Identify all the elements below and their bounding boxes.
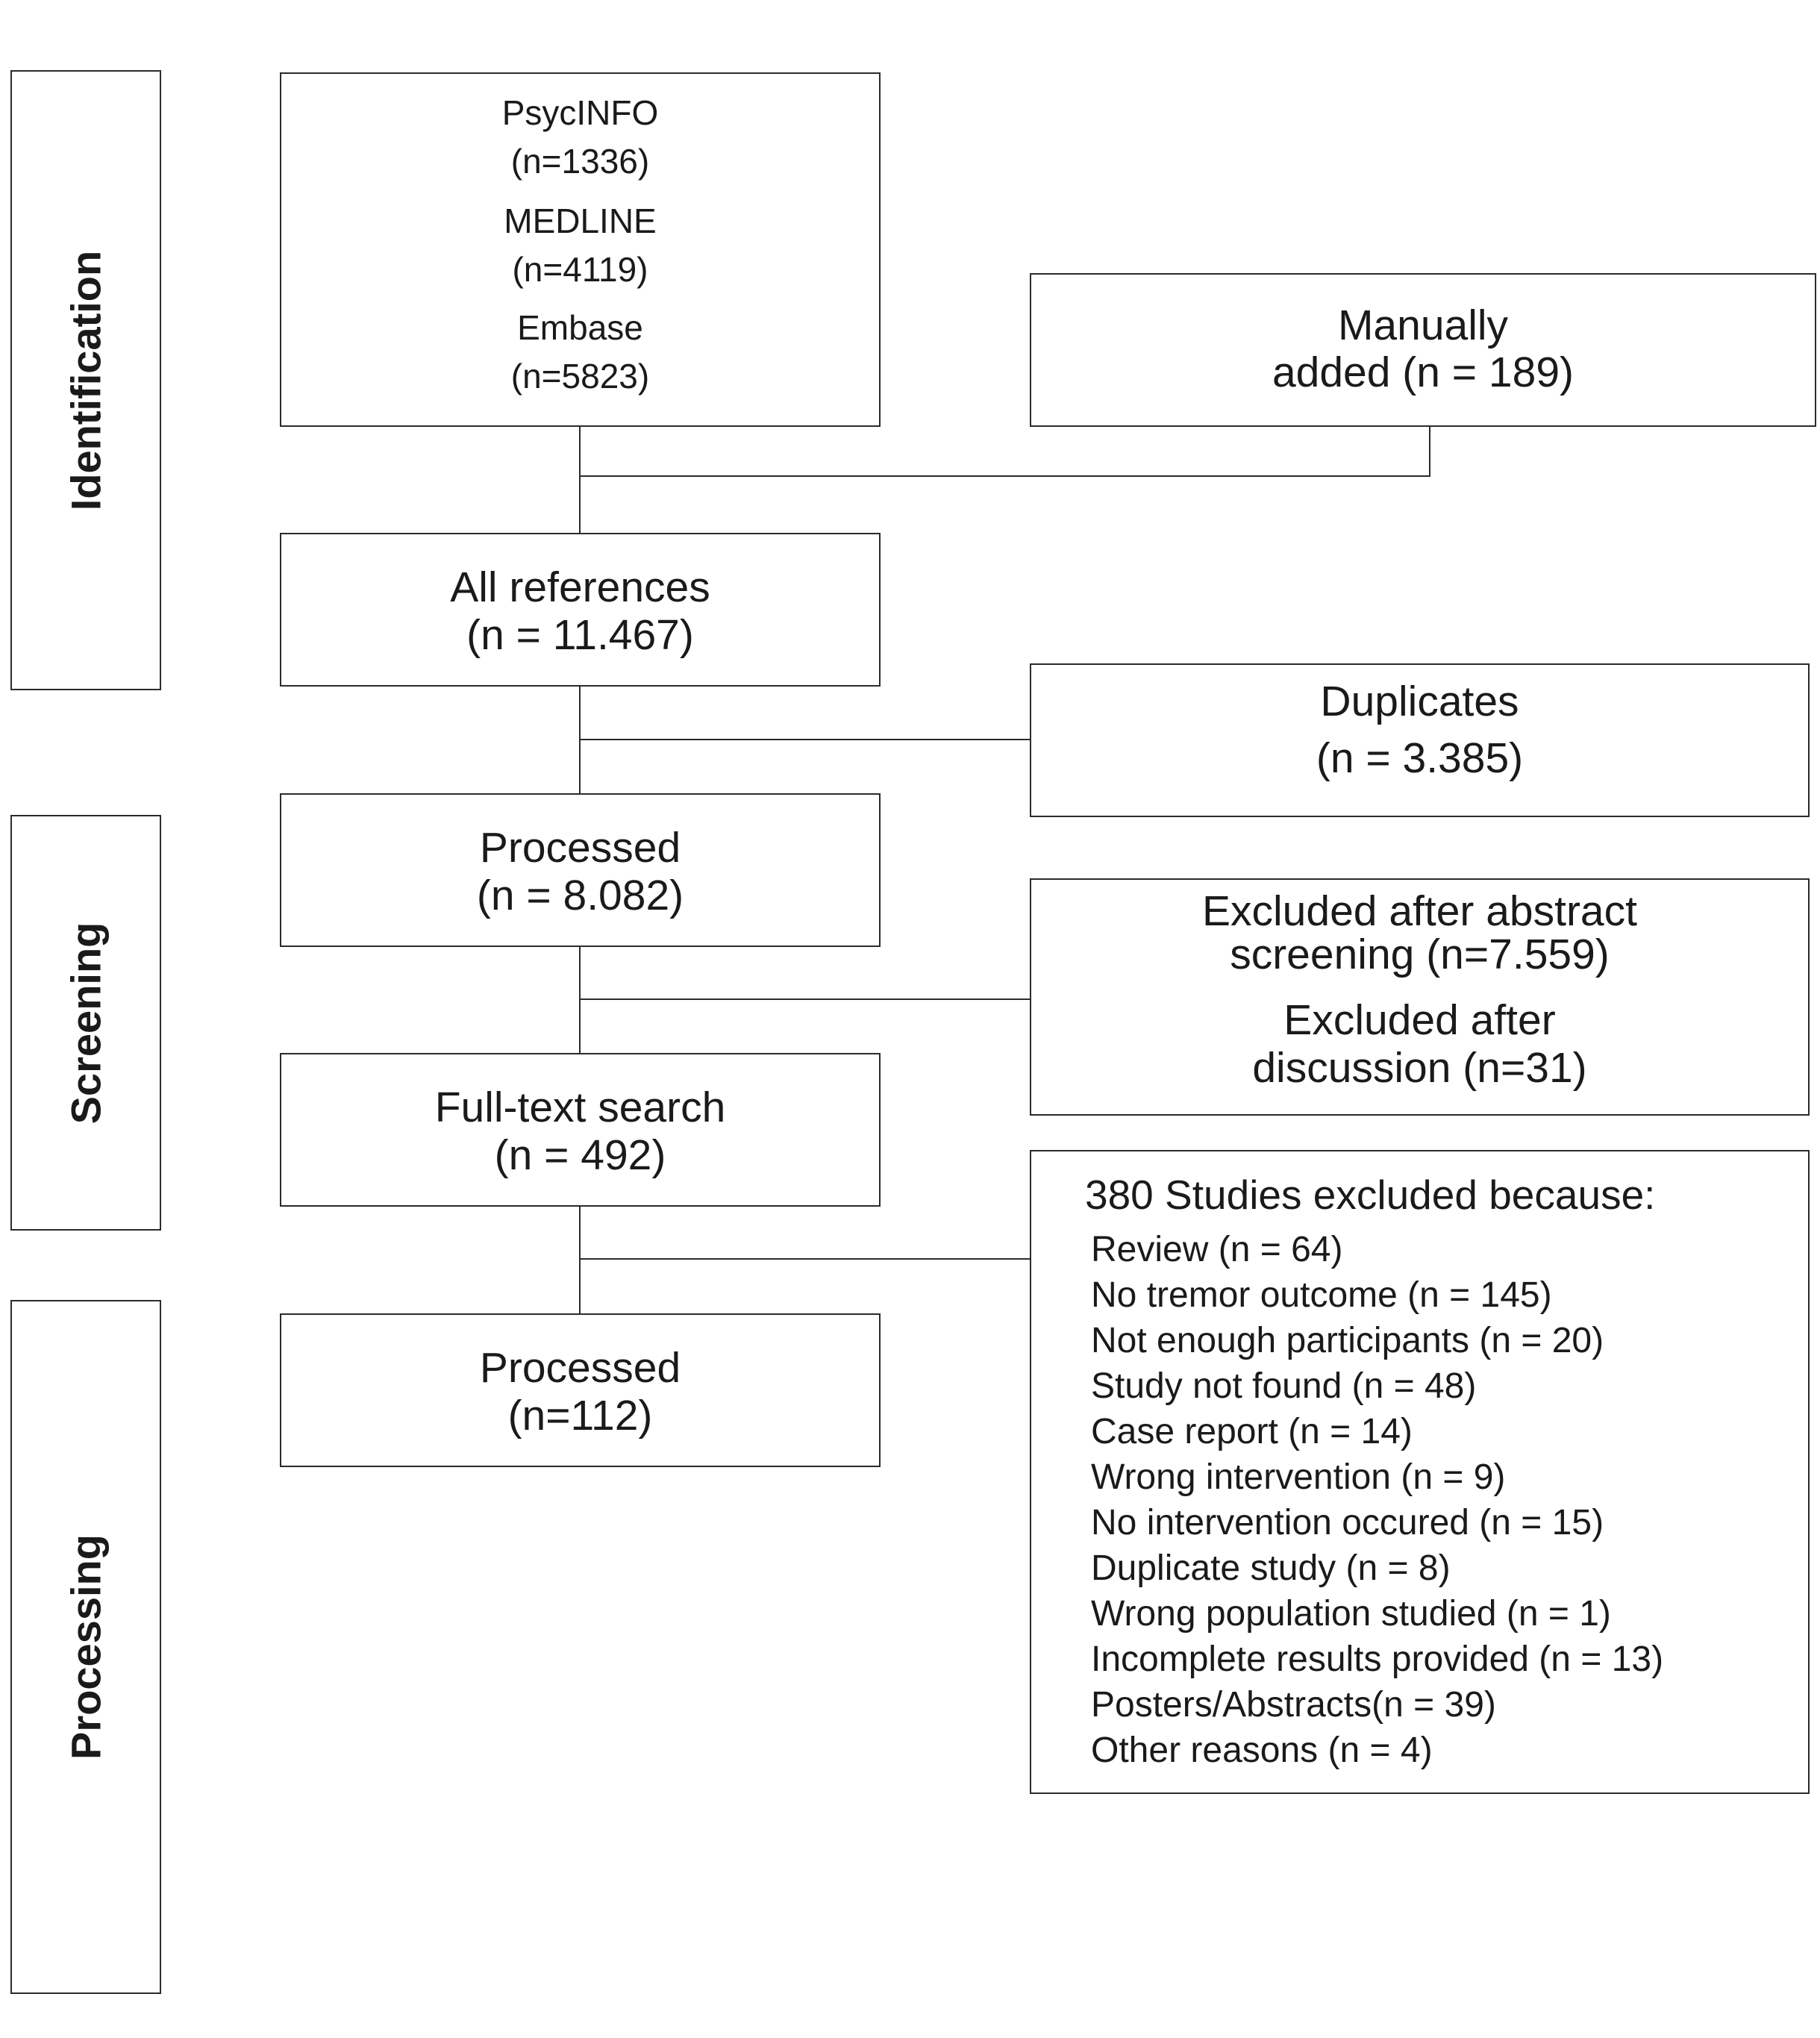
phase-identification-label: Identification	[62, 250, 110, 510]
phase-processing: Processing	[10, 1300, 161, 1994]
list-item: Wrong intervention (n = 9)	[1091, 1457, 1506, 1497]
full-text-search-title: Full-text search	[434, 1084, 726, 1131]
processed-final-title: Processed	[479, 1344, 681, 1392]
duplicates-title: Duplicates	[1320, 678, 1519, 725]
processed-final-count: (n=112)	[507, 1392, 653, 1440]
list-item: No intervention occured (n = 15)	[1091, 1503, 1604, 1542]
connector-excluded-studies	[579, 1258, 1031, 1260]
list-item: Duplicate study (n = 8)	[1091, 1548, 1451, 1588]
excluded-studies-heading: 380 Studies excluded because:	[1085, 1172, 1656, 1218]
excluded-abstract-line2: screening (n=7.559)	[1230, 931, 1610, 978]
connector-excluded-screening	[579, 998, 1031, 1000]
duplicates-box: Duplicates (n = 3.385)	[1030, 663, 1810, 817]
source-embase-name: Embase	[517, 308, 643, 347]
excluded-abstract-line1: Excluded after abstract	[1202, 887, 1637, 935]
processed-title: Processed	[479, 824, 681, 872]
sources-box: PsycINFO (n=1336) MEDLINE (n=4119) Embas…	[280, 72, 881, 427]
excluded-screening-box: Excluded after abstract screening (n=7.5…	[1030, 878, 1810, 1116]
manually-added-box: Manually added (n = 189)	[1030, 273, 1816, 427]
list-item: Not enough participants (n = 20)	[1091, 1321, 1604, 1360]
list-item: Incomplete results provided (n = 13)	[1091, 1640, 1664, 1679]
source-embase-count: (n=5823)	[510, 357, 650, 396]
phase-screening-label: Screening	[62, 922, 110, 1124]
excluded-studies-box: 380 Studies excluded because: Review (n …	[1030, 1150, 1810, 1794]
source-psycinfo-name: PsycINFO	[501, 93, 659, 132]
list-item: Case report (n = 14)	[1091, 1412, 1413, 1451]
phase-screening: Screening	[10, 815, 161, 1231]
connector-merge-horizontal	[579, 475, 1430, 477]
list-item: Other reasons (n = 4)	[1091, 1731, 1433, 1770]
list-item: Study not found (n = 48)	[1091, 1366, 1477, 1406]
list-item: Posters/Abstracts(n = 39)	[1091, 1685, 1496, 1725]
list-item: No tremor outcome (n = 145)	[1091, 1275, 1552, 1315]
full-text-search-count: (n = 492)	[494, 1131, 666, 1179]
source-medline-count: (n=4119)	[512, 250, 648, 289]
excluded-reasons-list: Review (n = 64) No tremor outcome (n = 1…	[1091, 1227, 1663, 1773]
duplicates-count: (n = 3.385)	[1316, 734, 1524, 782]
phase-processing-label: Processing	[62, 1534, 110, 1760]
processed-count: (n = 8.082)	[476, 872, 684, 919]
connector-sources-down	[579, 425, 581, 534]
source-medline-name: MEDLINE	[504, 201, 657, 240]
connector-manual-down	[1429, 425, 1430, 477]
manually-added-line1: Manually	[1337, 301, 1509, 349]
all-references-count: (n = 11.467)	[466, 611, 694, 659]
processed-box: Processed (n = 8.082)	[280, 793, 881, 947]
processed-final-box: Processed (n=112)	[280, 1313, 881, 1467]
source-psycinfo-count: (n=1336)	[510, 142, 650, 181]
connector-fulltext-down	[579, 1205, 581, 1315]
connector-duplicates	[579, 739, 1031, 740]
list-item: Wrong population studied (n = 1)	[1091, 1594, 1611, 1634]
full-text-search-box: Full-text search (n = 492)	[280, 1053, 881, 1207]
phase-identification: Identification	[10, 70, 161, 690]
excluded-discussion-line1: Excluded after	[1283, 996, 1556, 1044]
all-references-title: All references	[450, 563, 710, 611]
excluded-discussion-line2: discussion (n=31)	[1252, 1044, 1587, 1092]
manually-added-line2: added (n = 189)	[1272, 348, 1574, 396]
list-item: Review (n = 64)	[1091, 1230, 1343, 1269]
all-references-box: All references (n = 11.467)	[280, 533, 881, 687]
